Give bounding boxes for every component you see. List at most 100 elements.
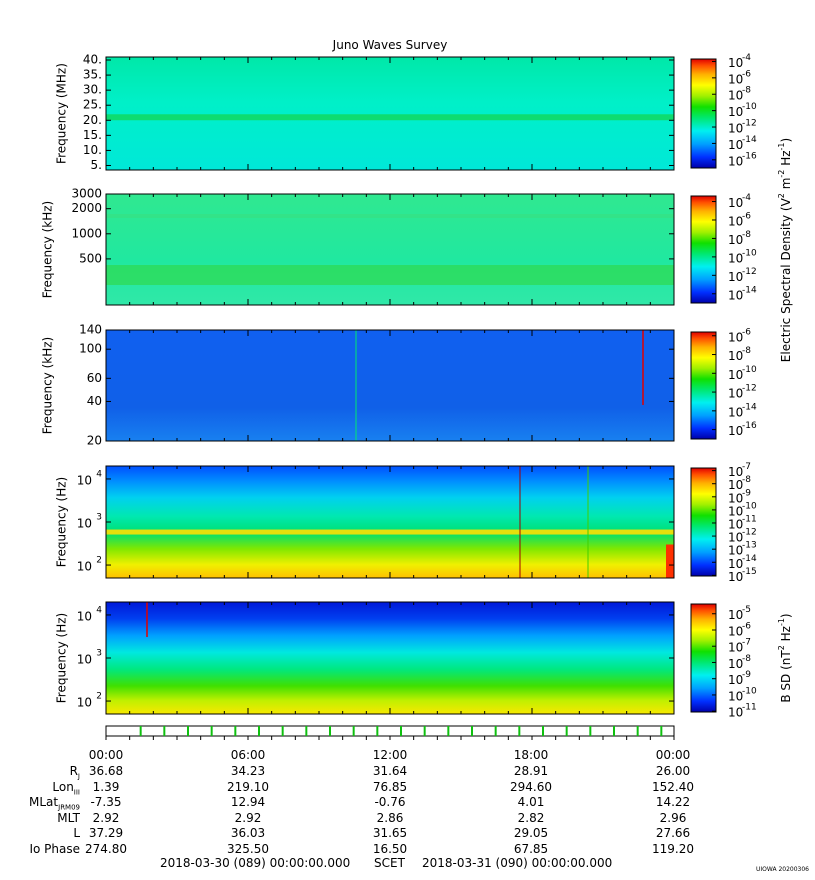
colorbar-tick-exponent: -14 — [742, 402, 757, 412]
colorbar-label-magnetic: B SD (nT2 Hz-1) — [777, 613, 793, 702]
colorbar-tick-exponent: -15 — [742, 567, 757, 577]
colorbar-tick-label: 10 — [728, 288, 743, 302]
ytick-label: 10 — [77, 653, 92, 667]
ytick-label: 500 — [79, 251, 102, 265]
ephemeris-value: 37.29 — [88, 826, 124, 840]
ytick-label-exponent: 3 — [96, 649, 102, 659]
ephemeris-value: 1.39 — [92, 779, 120, 794]
colorbar-tick-label: 10 — [728, 72, 743, 86]
colorbar-tick-label: 10 — [728, 270, 743, 284]
colorbar-tick-label: 10 — [728, 531, 743, 545]
colorbar-tick-exponent: -4 — [742, 53, 751, 63]
colorbar-tick-label: 10 — [728, 105, 743, 119]
colorbar-tick-exponent: -6 — [742, 211, 751, 221]
colorbar-tick-label: 10 — [728, 608, 743, 622]
ephemeris-value: 274.80 — [85, 841, 127, 856]
colorbar-tick-exponent: -8 — [742, 475, 751, 485]
ephemeris-value: 36.68 — [88, 764, 124, 778]
ytick-label: 40. — [83, 53, 102, 67]
colorbar-tick-exponent: -14 — [742, 554, 757, 564]
panel-1: 40.35.30.25.20.15.10.5. Frequency (MHz) 10… — [55, 53, 757, 172]
colorbar-tick-label: 10 — [728, 368, 743, 382]
colorbar-tick-label: 10 — [728, 233, 743, 247]
colorbar-tick-exponent: -6 — [742, 621, 751, 631]
ytick-label: 20 — [87, 434, 102, 448]
colorbar-tick-exponent: -12 — [742, 267, 757, 277]
colorbar-tick-label: 10 — [728, 330, 743, 344]
ephemeris-value: 2.92 — [234, 810, 262, 825]
colorbar-tick-exponent: -7 — [742, 462, 751, 472]
emission-band — [106, 114, 674, 121]
colorbar-tick-exponent: -14 — [742, 135, 757, 145]
ephemeris-value: 34.23 — [230, 764, 266, 778]
ephemeris-value: 76.85 — [372, 779, 408, 794]
y-axis-label: Frequency (MHz) — [55, 63, 69, 164]
footer-scet-label: SCET — [374, 856, 405, 870]
time-label: 18:00 — [513, 748, 549, 762]
ephemeris-row-label: LonIII — [52, 779, 80, 796]
ytick-label: 10 — [77, 609, 92, 623]
y-axis-label: Frequency (Hz) — [55, 613, 69, 704]
ephemeris-value: 29.05 — [513, 826, 549, 840]
ephemeris-value: 16.50 — [372, 841, 408, 856]
colorbar — [690, 467, 717, 577]
ephemeris-value: 26.00 — [655, 764, 691, 778]
colorbar-tick-exponent: -8 — [742, 654, 751, 664]
ephemeris-value: 2.96 — [659, 810, 687, 825]
colorbar-tick-exponent: -7 — [742, 638, 751, 648]
chart-title: Juno Waves Survey — [332, 38, 448, 52]
ytick-label: 10 — [77, 517, 92, 531]
colorbar-tick-label: 10 — [728, 478, 743, 492]
colorbar-tick-exponent: -12 — [742, 384, 757, 394]
footer-end-time: 2018-03-31 (090) 00:00:00.000 — [422, 856, 613, 870]
ytick-label: 1000 — [71, 226, 102, 240]
colorbar-tick-label: 10 — [728, 387, 743, 401]
ephemeris-value: 14.22 — [655, 795, 691, 809]
ephemeris-row-label: MLT — [57, 810, 80, 825]
ephemeris-value: 12.94 — [230, 795, 266, 809]
colorbar-tick-label: 10 — [728, 517, 743, 531]
colorbar-tick-label: 10 — [728, 56, 743, 70]
ephemeris-value: -7.35 — [90, 795, 122, 809]
time-label: 00:00 — [88, 748, 124, 762]
colorbar-tick-exponent: -8 — [742, 86, 751, 96]
colorbar-tick-label: 10 — [728, 544, 743, 558]
ephemeris-row-label: MLatJRM09 — [29, 795, 80, 812]
colorbar-tick-exponent: -9 — [742, 488, 751, 498]
colorbar-tick-label: 10 — [728, 89, 743, 103]
y-axis-label: Frequency (Hz) — [55, 477, 69, 568]
colorbar-tick-label: 10 — [728, 641, 743, 655]
colorbar-tick-exponent: -8 — [742, 346, 751, 356]
colorbar-tick-exponent: -14 — [742, 285, 757, 295]
heatmap-panel-4 — [106, 466, 674, 578]
ephemeris-value: 36.03 — [230, 826, 266, 840]
ytick-label: 40 — [87, 394, 102, 408]
ytick-label: 2000 — [71, 201, 102, 215]
ytick-label: 15. — [83, 128, 102, 142]
ephemeris-value: 31.64 — [372, 764, 408, 778]
ephemeris-value: 4.01 — [517, 795, 545, 809]
colorbar-tick-label: 10 — [728, 122, 743, 136]
ephemeris-value: 152.40 — [652, 779, 694, 794]
colorbar-tick-exponent: -5 — [742, 605, 751, 615]
y-axis-label: Frequency (kHz) — [41, 201, 55, 298]
colorbar-tick-exponent: -10 — [742, 365, 757, 375]
colorbar-tick-label: 10 — [728, 196, 743, 210]
heatmap-panel-2 — [106, 194, 674, 305]
ephemeris-value: 2.86 — [376, 810, 404, 825]
colorbar-tick-exponent: -4 — [742, 193, 751, 203]
burst-block — [666, 544, 674, 578]
colorbar-tick-exponent: -16 — [742, 421, 757, 431]
ephemeris-value: 325.50 — [227, 841, 269, 856]
ephemeris-value: 119.20 — [652, 841, 694, 856]
colorbar-tick-label: 10 — [728, 570, 743, 584]
colorbar-tick-label: 10 — [728, 214, 743, 228]
ephemeris-row-label: L — [73, 826, 80, 840]
colorbar-tick-exponent: -8 — [742, 230, 751, 240]
ephemeris-value: 2.82 — [517, 810, 545, 825]
ytick-label: 3000 — [71, 187, 102, 201]
ytick-label: 10 — [77, 560, 92, 574]
ytick-label-exponent: 4 — [96, 605, 102, 615]
